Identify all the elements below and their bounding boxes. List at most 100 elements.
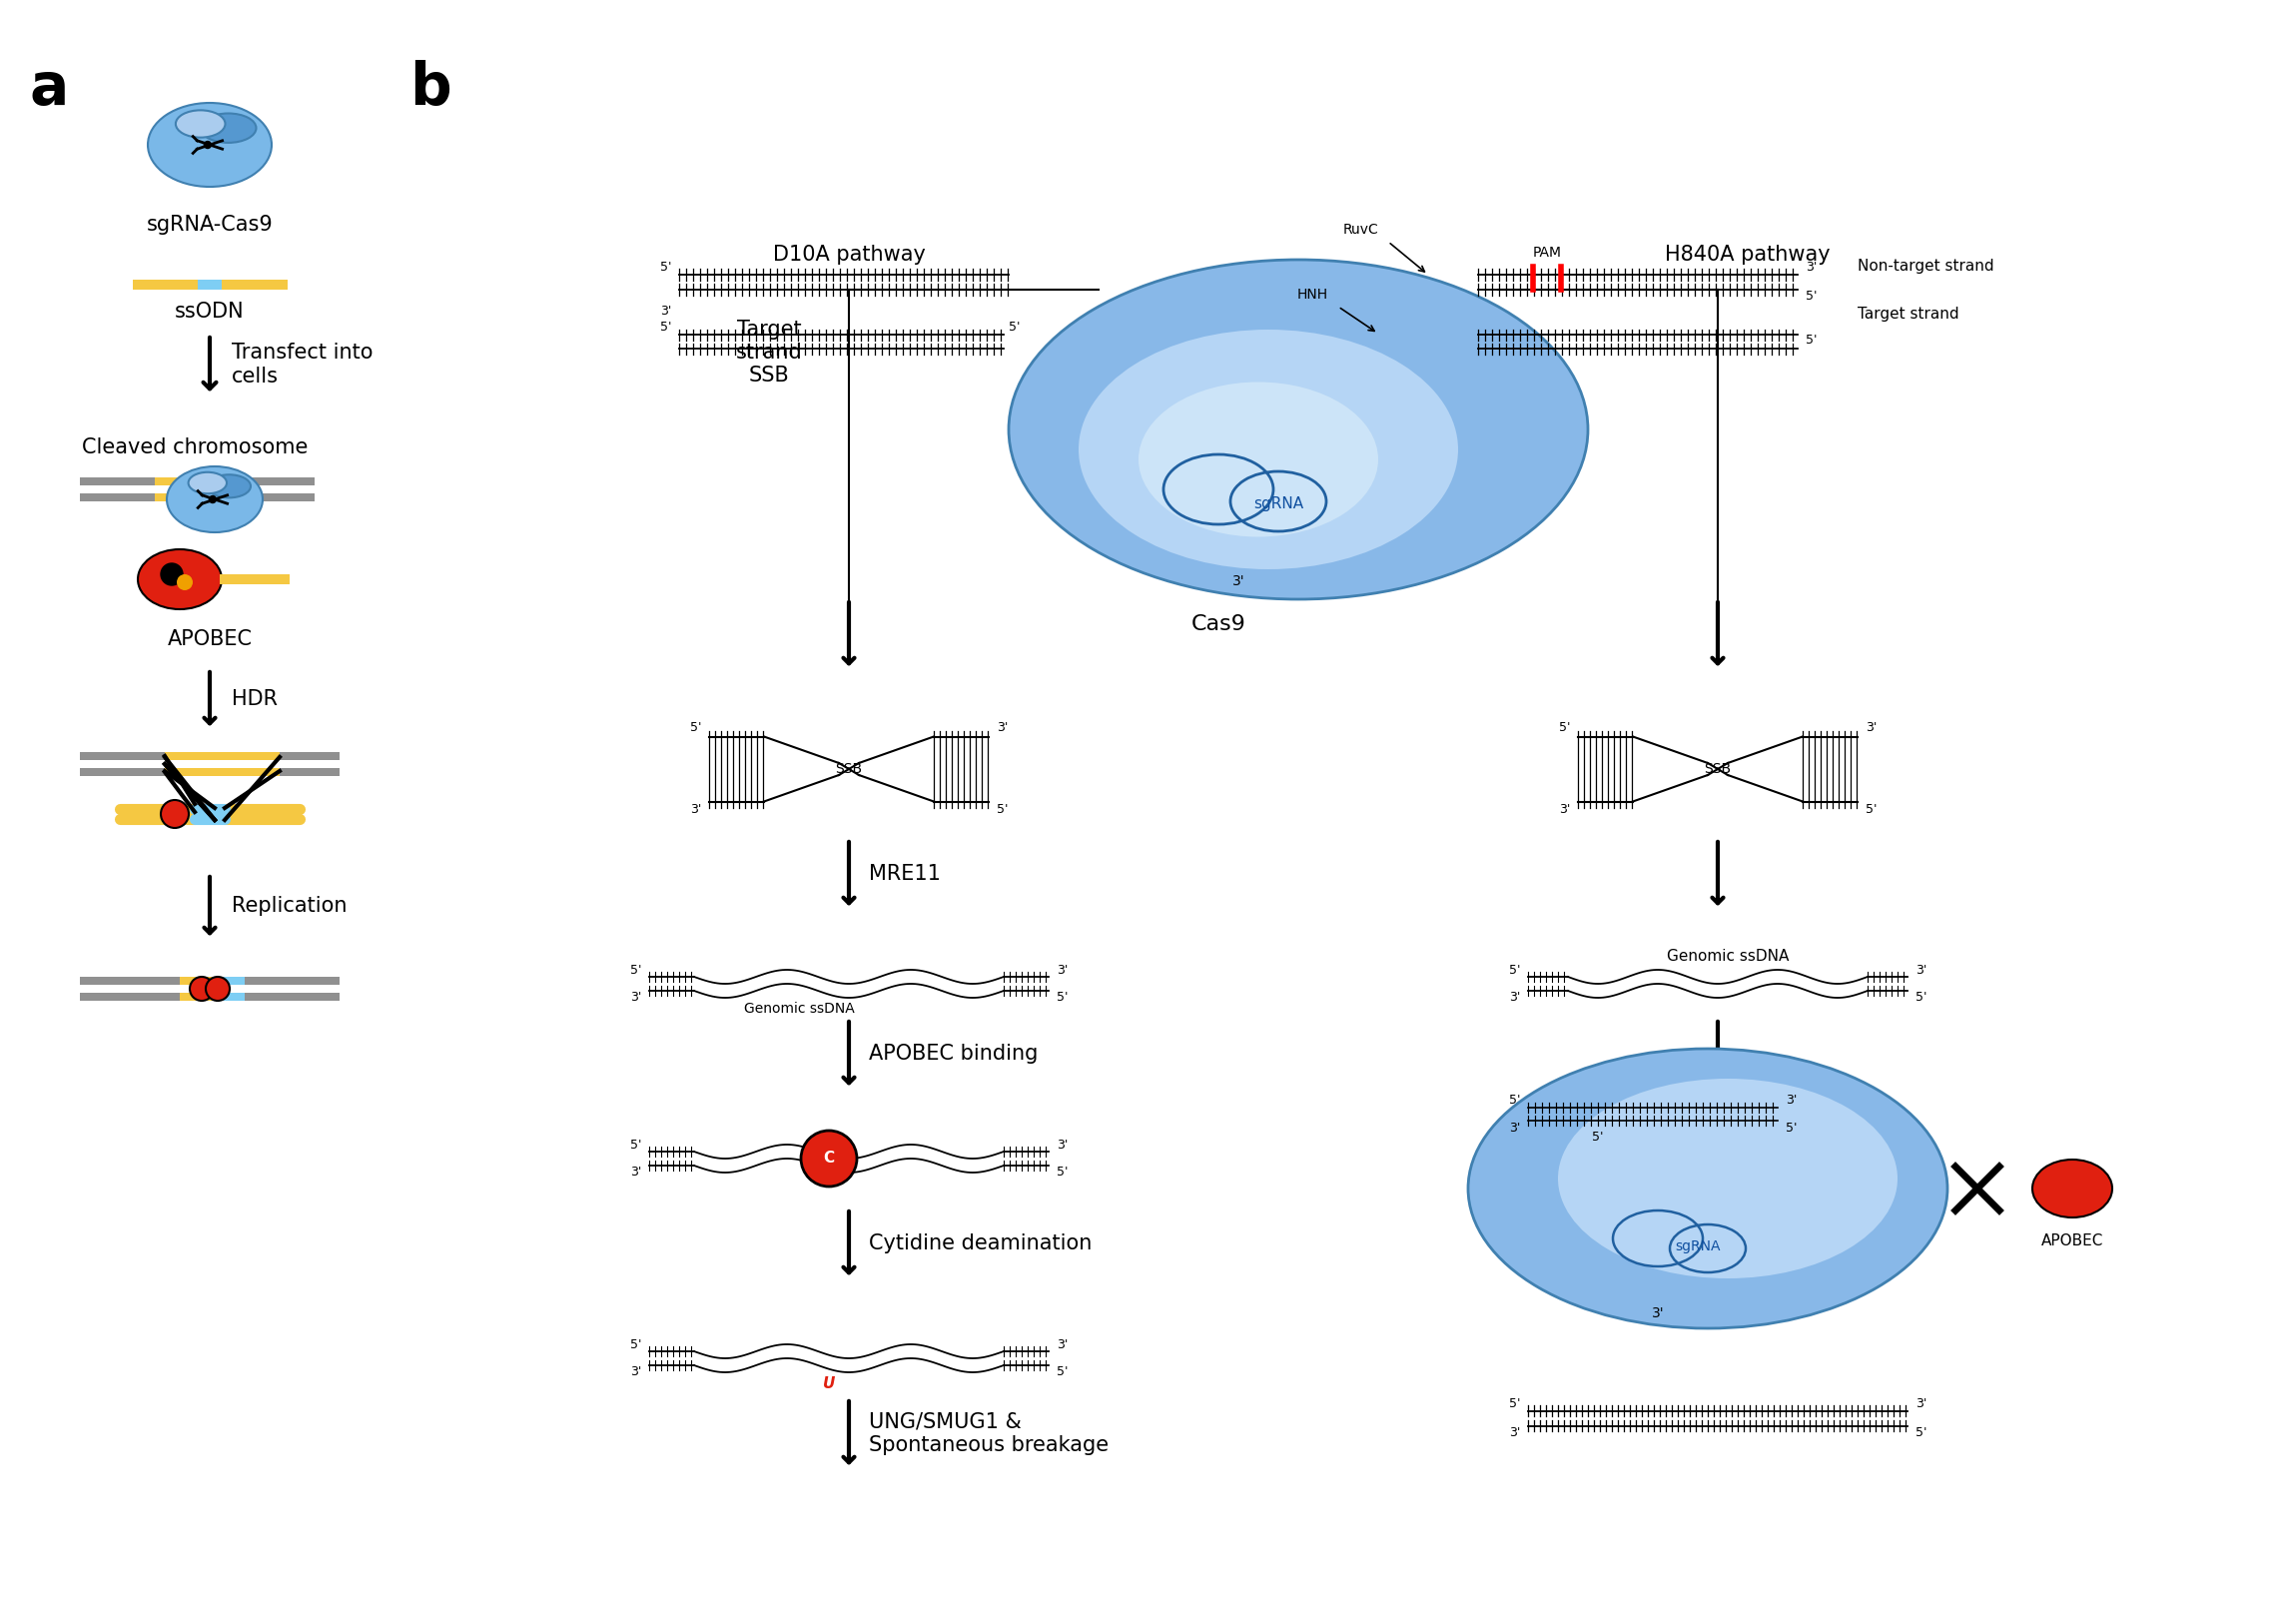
Ellipse shape bbox=[147, 103, 271, 187]
Ellipse shape bbox=[1559, 1078, 1896, 1278]
Ellipse shape bbox=[177, 111, 225, 138]
Ellipse shape bbox=[1079, 330, 1458, 569]
Bar bbox=[154, 477, 184, 485]
Bar bbox=[234, 477, 315, 485]
Circle shape bbox=[204, 141, 211, 149]
Circle shape bbox=[207, 977, 230, 1001]
Text: U: U bbox=[822, 1376, 836, 1391]
Text: 3': 3' bbox=[1056, 964, 1068, 977]
Bar bbox=[179, 977, 246, 985]
Text: 5': 5' bbox=[1559, 721, 1570, 735]
Ellipse shape bbox=[1008, 260, 1589, 599]
Bar bbox=[80, 767, 165, 775]
Text: 5': 5' bbox=[1056, 990, 1068, 1004]
Text: H840A pathway: H840A pathway bbox=[1665, 245, 1830, 264]
Text: Target strand: Target strand bbox=[1857, 306, 1958, 322]
Ellipse shape bbox=[1139, 381, 1378, 537]
Bar bbox=[80, 977, 179, 985]
Text: Genomic ssDNA: Genomic ssDNA bbox=[1667, 948, 1789, 964]
Bar bbox=[246, 977, 340, 985]
Text: 5': 5' bbox=[1591, 1131, 1603, 1144]
Bar bbox=[280, 751, 340, 759]
Bar bbox=[133, 280, 197, 290]
Text: SSB: SSB bbox=[836, 763, 863, 775]
Ellipse shape bbox=[1467, 1049, 1947, 1328]
Text: 3': 3' bbox=[629, 990, 641, 1004]
Text: HDR: HDR bbox=[232, 689, 278, 710]
Bar bbox=[209, 751, 280, 759]
Circle shape bbox=[801, 1131, 856, 1187]
Text: Replication: Replication bbox=[232, 896, 347, 916]
Text: Genomic ssDNA: Genomic ssDNA bbox=[744, 1001, 854, 1016]
Bar bbox=[220, 574, 289, 585]
Text: 3': 3' bbox=[629, 1166, 641, 1179]
Text: 5': 5' bbox=[996, 804, 1008, 817]
Bar bbox=[165, 751, 209, 759]
Text: 3': 3' bbox=[1508, 1121, 1520, 1134]
Text: a: a bbox=[30, 59, 69, 117]
Text: 3': 3' bbox=[1559, 804, 1570, 817]
Text: 5': 5' bbox=[1508, 1397, 1520, 1410]
Text: 5': 5' bbox=[629, 1338, 641, 1352]
Circle shape bbox=[161, 799, 188, 828]
Text: 5': 5' bbox=[629, 1139, 641, 1152]
Text: 3': 3' bbox=[1508, 990, 1520, 1004]
Text: 5': 5' bbox=[1915, 990, 1926, 1004]
Ellipse shape bbox=[200, 114, 257, 143]
Ellipse shape bbox=[168, 466, 262, 532]
Ellipse shape bbox=[2032, 1160, 2112, 1218]
Bar bbox=[184, 493, 209, 501]
Text: Non-target strand: Non-target strand bbox=[1857, 258, 1993, 274]
Text: 5': 5' bbox=[1008, 320, 1019, 333]
Text: Transfect into
cells: Transfect into cells bbox=[232, 343, 372, 386]
Text: 5': 5' bbox=[1805, 333, 1816, 346]
Text: 3': 3' bbox=[1867, 721, 1876, 735]
Text: 3': 3' bbox=[1805, 261, 1816, 274]
Ellipse shape bbox=[207, 474, 250, 498]
Text: C: C bbox=[824, 1152, 833, 1166]
Text: ssODN: ssODN bbox=[174, 301, 243, 322]
Text: b: b bbox=[409, 59, 450, 117]
Text: APOBEC: APOBEC bbox=[168, 630, 253, 649]
Circle shape bbox=[191, 977, 214, 1001]
Text: 3': 3' bbox=[996, 721, 1008, 735]
Text: Cleaved chromosome: Cleaved chromosome bbox=[83, 437, 308, 458]
Text: sgRNA: sgRNA bbox=[1676, 1240, 1720, 1253]
Text: 3': 3' bbox=[1056, 1139, 1068, 1152]
Text: 3': 3' bbox=[1915, 964, 1926, 977]
Text: Cas9: Cas9 bbox=[1192, 614, 1247, 634]
Text: 5': 5' bbox=[1508, 1094, 1520, 1107]
Text: Cytidine deamination: Cytidine deamination bbox=[868, 1234, 1093, 1253]
Text: 5': 5' bbox=[1867, 804, 1878, 817]
Text: 5': 5' bbox=[1056, 1365, 1068, 1378]
Circle shape bbox=[161, 564, 184, 585]
Text: 3': 3' bbox=[1915, 1397, 1926, 1410]
Text: RuvC: RuvC bbox=[1343, 223, 1378, 237]
Text: sgRNA: sgRNA bbox=[1254, 497, 1304, 513]
Bar bbox=[80, 993, 179, 1001]
Bar bbox=[209, 477, 234, 485]
Ellipse shape bbox=[188, 473, 227, 493]
Bar bbox=[154, 493, 184, 501]
Text: UNG/SMUG1 &
Spontaneous breakage: UNG/SMUG1 & Spontaneous breakage bbox=[868, 1411, 1109, 1455]
Bar bbox=[216, 993, 246, 1001]
Text: 5': 5' bbox=[689, 721, 700, 735]
Text: MRE11: MRE11 bbox=[868, 863, 941, 884]
Bar bbox=[234, 493, 315, 501]
Text: SSB: SSB bbox=[1704, 763, 1731, 775]
Text: 3': 3' bbox=[629, 1365, 641, 1378]
Text: sgRNA-Cas9: sgRNA-Cas9 bbox=[147, 215, 273, 235]
Text: 5': 5' bbox=[629, 964, 641, 977]
Bar bbox=[246, 993, 340, 1001]
Text: D10A pathway: D10A pathway bbox=[771, 245, 925, 264]
Bar bbox=[165, 767, 209, 775]
Bar bbox=[80, 477, 154, 485]
Text: 5': 5' bbox=[1056, 1166, 1068, 1179]
Bar bbox=[209, 493, 234, 501]
Bar bbox=[197, 280, 223, 290]
Text: 5': 5' bbox=[659, 320, 670, 333]
Circle shape bbox=[177, 574, 193, 590]
Circle shape bbox=[209, 497, 216, 503]
Text: 5': 5' bbox=[1786, 1121, 1798, 1134]
Text: APOBEC: APOBEC bbox=[2041, 1234, 2103, 1248]
